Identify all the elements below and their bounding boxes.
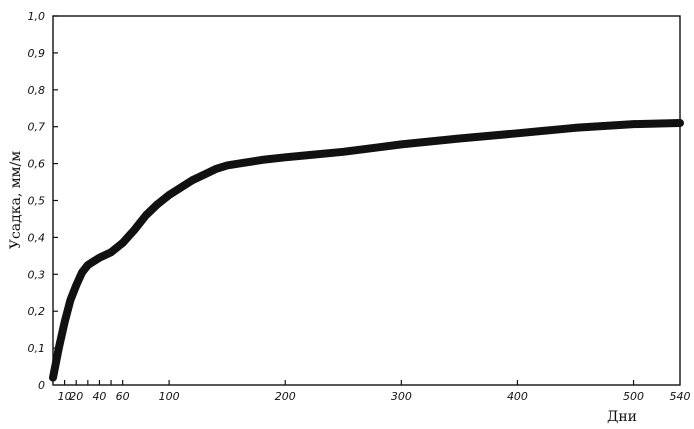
x-tick-label: 20	[69, 390, 83, 403]
y-axis-title: Усадка, мм/м	[8, 151, 24, 249]
x-tick-label: 40	[92, 390, 106, 403]
y-tick-label: 0,3	[28, 268, 46, 281]
y-axis-ticks: 0,1 0,2 0,3 0,4 0,5 0,6 0,7 0,8 0,9 1,0	[28, 10, 58, 355]
x-tick-label: 400	[507, 390, 528, 403]
y-tick-label: 0,6	[28, 158, 46, 171]
x-tick-label: 500	[623, 390, 644, 403]
plot-frame	[52, 15, 681, 386]
y-tick-label: 1,0	[28, 10, 46, 23]
origin-label: 0	[38, 379, 45, 392]
x-tick-label: 540	[670, 390, 691, 403]
y-tick-label: 0,1	[28, 342, 46, 355]
shrinkage-curve	[49, 119, 684, 382]
y-tick-label: 0,7	[28, 121, 46, 134]
x-axis-title: Дни	[607, 409, 637, 425]
x-tick-label: 100	[159, 390, 180, 403]
x-tick-label: 10	[58, 390, 72, 403]
series-layer	[49, 119, 684, 382]
y-tick-label: 0,4	[28, 231, 46, 244]
plot-border	[52, 15, 681, 386]
x-tick-label: 300	[391, 390, 412, 403]
y-tick-label: 0,5	[28, 195, 46, 208]
x-tick-label: 60	[116, 390, 130, 403]
y-tick-label: 0,2	[28, 305, 46, 318]
y-tick-label: 0,8	[28, 84, 46, 97]
x-tick-label: 200	[275, 390, 296, 403]
y-tick-label: 0,9	[28, 47, 46, 60]
